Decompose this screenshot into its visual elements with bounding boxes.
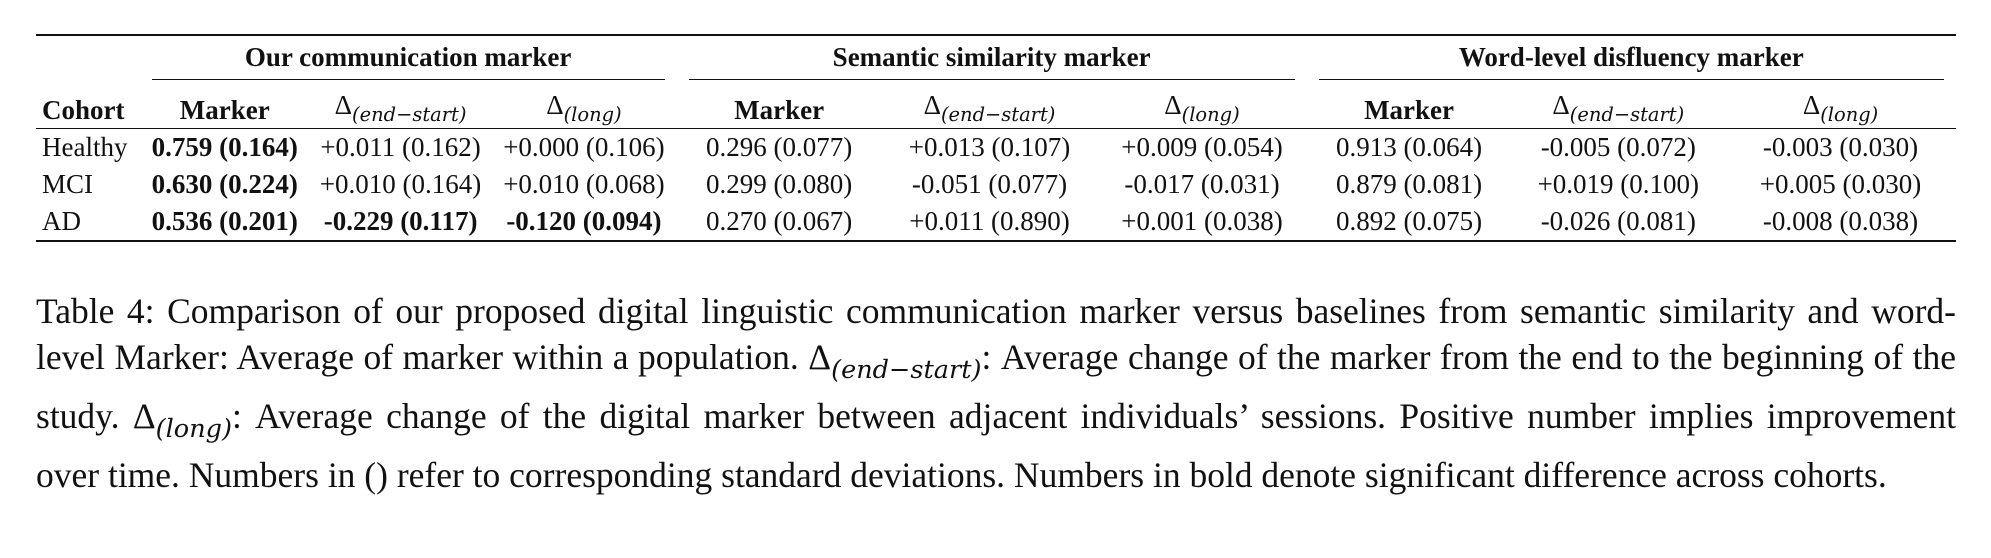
table-row: Healthy 0.759 (0.164) +0.011 (0.162) +0.000… xyxy=(36,129,1956,166)
value-cell: 0.759 (0.164) xyxy=(151,132,298,162)
group-header-communication: Our communication marker xyxy=(140,36,677,86)
cohort-header: Cohort xyxy=(42,95,125,125)
caption-text-3: : Average change of the digital marker b… xyxy=(36,395,1957,495)
value-cell: -0.017 (0.031) xyxy=(1124,169,1280,199)
table-row: MCI 0.630 (0.224) +0.010 (0.164) +0.010 (0.… xyxy=(36,166,1956,203)
value-cell: +0.010 (0.164) xyxy=(319,169,482,199)
value-cell: -0.229 (0.117) xyxy=(323,206,478,236)
delta-long-header: Δ(long) xyxy=(546,90,622,126)
value-cell: +0.005 (0.030) xyxy=(1759,169,1922,199)
results-table: Our communication marker Semantic simila… xyxy=(36,34,1956,243)
value-cell: -0.051 (0.077) xyxy=(911,169,1068,199)
table-body: Healthy 0.759 (0.164) +0.011 (0.162) +0.000… xyxy=(36,129,1956,241)
mid-rule xyxy=(36,128,1956,129)
delta-long-header: Δ(long) xyxy=(1802,90,1879,126)
delta-end-start-header: Δ(end−start) xyxy=(923,90,1056,126)
marker-header: Marker xyxy=(179,95,270,125)
value-cell: -0.008 (0.038) xyxy=(1762,206,1919,236)
value-cell: 0.270 (0.067) xyxy=(706,206,853,236)
value-cell: +0.019 (0.100) xyxy=(1537,169,1700,199)
value-cell: 0.536 (0.201) xyxy=(151,206,298,236)
value-cell: 0.892 (0.075) xyxy=(1335,206,1483,236)
cohort-cell: AD xyxy=(42,206,81,236)
group-header-disfluency: Word-level disfluency marker xyxy=(1307,36,1956,86)
value-cell: +0.011 (0.890) xyxy=(909,206,1070,236)
column-header-row: Cohort Marker Δ(end−start) Δ(long) Marke… xyxy=(36,86,1956,129)
cohort-cell: MCI xyxy=(42,169,94,199)
value-cell: 0.630 (0.224) xyxy=(151,169,298,199)
caption-subscript-2: (long) xyxy=(155,413,232,444)
value-cell: -0.003 (0.030) xyxy=(1762,132,1919,162)
value-cell: -0.005 (0.072) xyxy=(1540,132,1696,162)
group-header-row: Our communication marker Semantic simila… xyxy=(36,36,1956,86)
value-cell: 0.913 (0.064) xyxy=(1335,132,1483,162)
marker-header: Marker xyxy=(734,95,825,125)
value-cell: +0.010 (0.068) xyxy=(503,169,665,199)
value-cell: 0.879 (0.081) xyxy=(1335,169,1483,199)
bottom-rule xyxy=(36,240,1956,243)
delta-long-header: Δ(long) xyxy=(1164,90,1240,126)
value-cell: +0.013 (0.107) xyxy=(908,132,1071,162)
results-table-container: Our communication marker Semantic simila… xyxy=(36,34,1956,243)
value-cell: +0.001 (0.038) xyxy=(1121,206,1283,236)
caption-text-1: Table 4: Comparison of our proposed digi… xyxy=(36,291,1956,377)
caption-delta-2: Δ xyxy=(132,395,156,436)
delta-end-start-header: Δ(end−start) xyxy=(1552,90,1685,126)
table-row: AD 0.536 (0.201) -0.229 (0.117) -0.120 (0.0… xyxy=(36,203,1956,241)
value-cell: +0.000 (0.106) xyxy=(503,132,665,162)
value-cell: 0.299 (0.080) xyxy=(706,169,853,199)
marker-header: Marker xyxy=(1364,95,1455,125)
value-cell: +0.009 (0.054) xyxy=(1121,132,1283,162)
delta-end-start-header: Δ(end−start) xyxy=(334,90,467,126)
value-cell: -0.026 (0.081) xyxy=(1540,206,1696,236)
cohort-cell: Healthy xyxy=(42,132,128,162)
group-header-empty xyxy=(36,36,140,86)
value-cell: +0.011 (0.162) xyxy=(320,132,481,162)
group-header-semantic: Semantic similarity marker xyxy=(677,36,1307,86)
caption-delta-1: Δ xyxy=(808,337,832,377)
value-cell: -0.120 (0.094) xyxy=(506,206,662,236)
value-cell: 0.296 (0.077) xyxy=(706,132,853,162)
table-caption: Table 4: Comparison of our proposed digi… xyxy=(36,288,1956,498)
caption-text-2: : Average change of the marker from the … xyxy=(36,337,1956,436)
caption-subscript-1: (end−start) xyxy=(831,354,982,385)
